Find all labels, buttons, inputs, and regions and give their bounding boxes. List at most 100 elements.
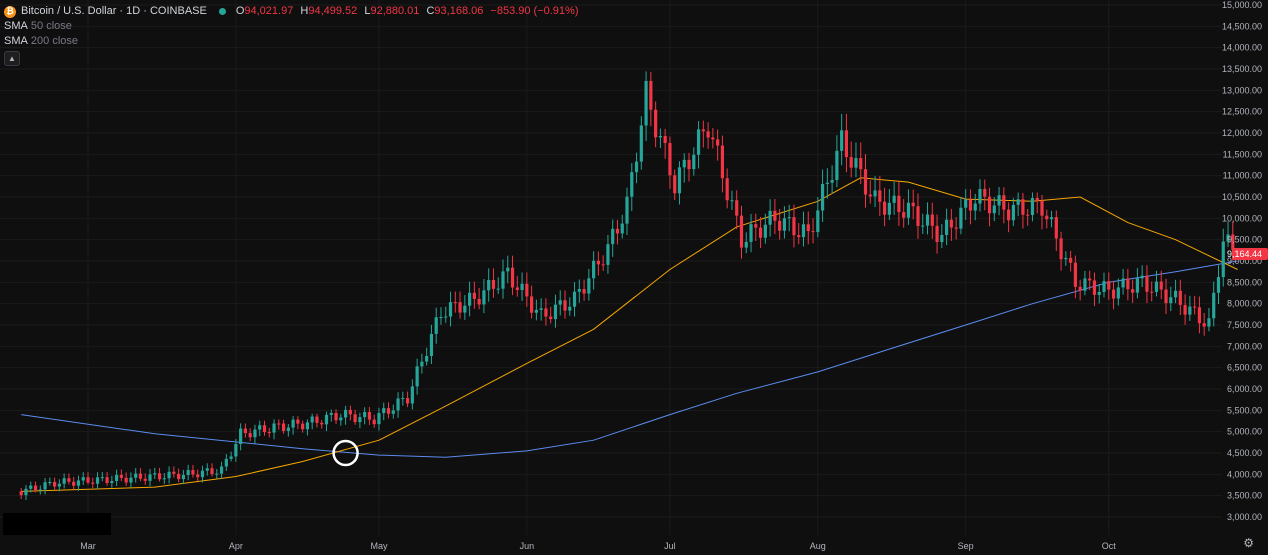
candle-body [1011,204,1015,221]
candle-body [1221,241,1225,278]
candle-body [668,143,672,176]
y-tick-label: 11,000.00 [1223,171,1262,181]
candle-body [367,412,372,420]
y-tick-label: 8,000.00 [1227,299,1262,309]
candle-body [291,419,295,428]
candle-body [654,109,658,138]
candle-body [630,172,634,197]
candle-body [172,471,176,474]
candle-body [81,477,85,481]
candle-body [205,468,209,471]
candle-body [611,228,615,245]
candle-body [472,292,476,299]
candle-body [558,300,562,305]
indicator-name: SMA [4,20,28,32]
candle-body [91,482,95,484]
y-tick-label: 3,500.00 [1227,491,1262,501]
gear-icon[interactable]: ⚙ [1243,536,1254,550]
candle-body [401,398,405,400]
candle-body [1212,292,1216,319]
candle-body [634,161,639,173]
candle-body [1202,323,1206,327]
candle-body [987,196,992,214]
candle-body [324,414,329,425]
last-price-label: 9,164.44 [1227,249,1262,259]
candle-body [596,260,600,265]
candle-body [572,291,577,307]
candle-body [997,195,1001,206]
candle-body [72,481,76,486]
candle-body [386,408,391,414]
indicator-sma-200[interactable]: SMA 200 close [4,34,583,49]
candle-body [196,474,200,478]
candle-body [1216,277,1221,293]
candle-body [902,212,906,218]
candle-body [382,408,386,414]
candle-body [210,468,214,475]
candle-body [177,473,181,480]
candle-body [29,485,33,489]
candle-body [415,366,419,387]
candle-body [253,429,257,438]
candle-body [1178,290,1182,305]
candle-body [854,158,858,168]
candle-body [577,289,581,292]
candle-body [95,477,100,484]
candle-body [363,412,367,418]
candle-body [964,199,968,208]
candle-body [687,159,691,170]
candle-body [57,483,61,487]
ohlc-key: O [235,5,245,17]
candle-body [563,300,567,311]
candle-body [186,470,190,475]
y-tick-label: 9,000.00 [1227,256,1262,266]
candle-body [649,80,653,110]
collapse-legend-button[interactable]: ▲ [4,51,20,66]
candle-body [38,489,42,491]
candle-body [329,412,333,415]
candle-body [1092,280,1097,295]
candle-body [959,207,963,229]
candle-body [696,129,701,155]
candle-body [720,145,725,179]
ohlc-key: C [426,5,435,17]
y-tick-label: 4,000.00 [1227,469,1262,479]
candle-body [33,485,38,491]
candle-body [682,159,686,168]
candle-body [1102,281,1106,292]
y-tick-label: 6,000.00 [1227,384,1262,394]
candle-body [334,412,338,421]
candle-body [234,444,238,457]
x-tick-label: Sep [958,541,974,551]
y-tick-label: 5,500.00 [1227,405,1262,415]
y-tick-label: 7,500.00 [1227,320,1262,330]
candle-body [444,316,448,318]
symbol-row[interactable]: ₿ Bitcoin / U.S. Dollar · 1D · COINBASE … [4,4,583,19]
candle-body [515,287,519,290]
candle-body [615,228,620,234]
candle-body [301,423,305,430]
candle-body [219,466,224,474]
candle-body [768,210,772,225]
chart-legend: ₿ Bitcoin / U.S. Dollar · 1D · COINBASE … [4,4,583,66]
candle-body [453,302,457,304]
candle-body [315,416,319,423]
indicator-sma-50[interactable]: SMA 50 close [4,19,583,34]
candle-body [1016,199,1020,205]
candle-body [468,292,472,306]
candle-body [181,474,185,480]
candle-body [243,428,248,434]
candle-body [215,473,219,475]
y-tick-label: 4,500.00 [1227,448,1262,458]
sma-200-line [21,260,1238,458]
candle-body [448,302,453,317]
symbol-title[interactable]: Bitcoin / U.S. Dollar · 1D · COINBASE [21,5,207,17]
x-tick-label: Aug [810,541,826,551]
candle-body [992,205,996,214]
candle-body [973,203,977,211]
candle-body [582,289,586,294]
candle-body [1069,257,1073,263]
candle-body [348,409,352,415]
candle-body [1097,291,1101,295]
